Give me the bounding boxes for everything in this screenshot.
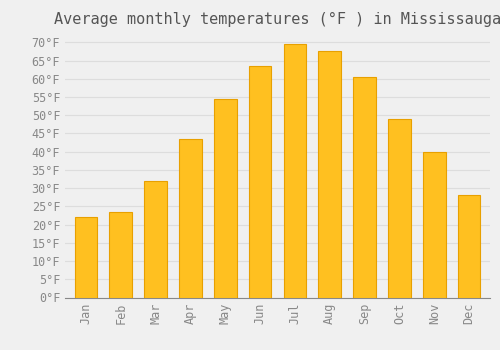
Bar	[110, 212, 132, 298]
Bar	[458, 195, 480, 298]
Bar	[214, 99, 236, 298]
Bar	[74, 217, 97, 298]
Bar	[388, 119, 410, 298]
Bar	[179, 139, 202, 298]
Bar	[249, 66, 272, 298]
Bar	[284, 44, 306, 298]
Bar	[423, 152, 446, 298]
Bar	[144, 181, 167, 298]
Title: Average monthly temperatures (°F ) in Mississauga: Average monthly temperatures (°F ) in Mi…	[54, 12, 500, 27]
Bar	[318, 51, 341, 298]
Bar	[354, 77, 376, 298]
